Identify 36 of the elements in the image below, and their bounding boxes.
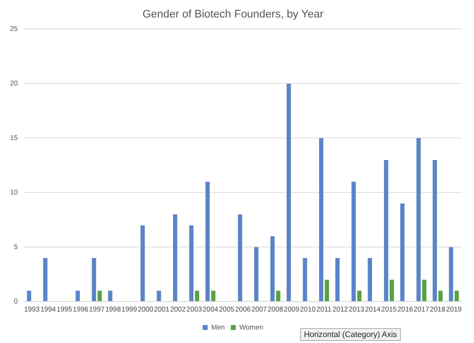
bar xyxy=(400,204,404,302)
bar xyxy=(416,138,421,302)
bar xyxy=(238,214,242,302)
bar xyxy=(448,247,454,302)
bar xyxy=(108,290,112,302)
bar xyxy=(211,290,216,302)
bar xyxy=(384,160,388,302)
bar xyxy=(173,214,178,302)
chart-title: Gender of Biotech Founders, by Year xyxy=(142,8,324,21)
bar xyxy=(43,258,48,302)
bar xyxy=(92,258,96,302)
bar xyxy=(422,280,426,302)
bar xyxy=(390,280,394,302)
bar xyxy=(368,258,372,302)
bar xyxy=(357,290,362,302)
bar xyxy=(352,182,356,302)
bar xyxy=(432,160,437,302)
bar xyxy=(286,84,291,302)
text: Horizontal (Category) Axis xyxy=(300,328,401,341)
bar xyxy=(335,258,340,302)
bar xyxy=(194,290,200,302)
bar xyxy=(319,138,324,302)
bar xyxy=(76,290,80,302)
bar xyxy=(276,290,280,302)
bar xyxy=(189,225,194,302)
bar xyxy=(438,290,443,302)
bar xyxy=(26,290,32,302)
bar xyxy=(205,182,210,302)
bar xyxy=(254,247,258,302)
bar xyxy=(270,236,275,302)
bar xyxy=(98,290,102,302)
bar xyxy=(140,225,145,302)
bar xyxy=(156,290,162,302)
bar xyxy=(454,290,459,302)
bar xyxy=(302,258,308,302)
bar xyxy=(324,280,330,302)
